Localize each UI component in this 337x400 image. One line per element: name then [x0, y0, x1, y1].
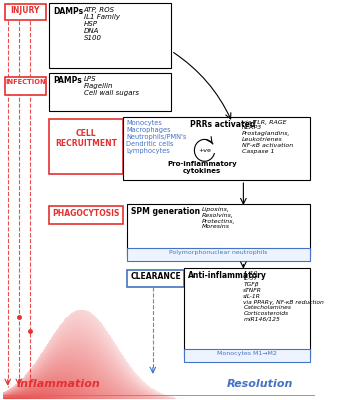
Bar [5, 4, 45, 20]
Text: DAMPs: DAMPs [53, 7, 83, 16]
Text: INJURY: INJURY [10, 6, 40, 15]
Bar [49, 118, 123, 174]
Text: ATP, ROS
IL1 Family
HSP
DNA
S100: ATP, ROS IL1 Family HSP DNA S100 [84, 7, 120, 41]
Text: Monocytes
Macrophages
Neutrophils/PMN's
Dendritic cells
Lymphocytes: Monocytes Macrophages Neutrophils/PMN's … [126, 120, 186, 154]
Text: Inflammation: Inflammation [17, 379, 100, 389]
Bar [49, 206, 123, 224]
Bar [127, 270, 184, 287]
Text: LPS
Flagellin
Cell wall sugars: LPS Flagellin Cell wall sugars [84, 76, 139, 96]
Bar [184, 349, 310, 362]
Text: CELL
RECRUITMENT: CELL RECRUITMENT [55, 128, 117, 148]
Bar [127, 248, 310, 260]
Text: Pro-inflammatory
cytokines: Pro-inflammatory cytokines [167, 161, 237, 174]
Text: IL-10
IL-37
TGFβ
sTNFR
sIL-1R
via PPARγ, NF-κB reduction
Catecholamines
Corticos: IL-10 IL-37 TGFβ sTNFR sIL-1R via PPARγ,… [243, 270, 324, 322]
Bar [49, 3, 171, 68]
Text: CLEARANCE: CLEARANCE [130, 272, 181, 282]
Bar [49, 73, 171, 111]
Text: Lipoxins,
Resolvins,
Protectins,
Moresins: Lipoxins, Resolvins, Protectins, Moresin… [202, 207, 235, 229]
Text: Monocytes M1→M2: Monocytes M1→M2 [217, 351, 277, 356]
Text: SPM generation: SPM generation [131, 207, 200, 216]
Text: +ve: +ve [198, 148, 211, 153]
Bar [127, 204, 310, 256]
Bar [5, 77, 45, 95]
Bar [184, 268, 310, 357]
Text: PAMPs: PAMPs [53, 76, 82, 85]
Text: INFECTION: INFECTION [5, 79, 45, 85]
Text: PRRs activated: PRRs activated [190, 120, 255, 128]
Text: Anti-inflammatory: Anti-inflammatory [188, 270, 267, 280]
Text: Polymorphonuclear neutrophils: Polymorphonuclear neutrophils [169, 250, 268, 255]
Bar [123, 116, 310, 180]
Text: PHAGOCYTOSIS: PHAGOCYTOSIS [53, 209, 120, 218]
Text: via TLR, RAGE
NLRP3
Prostaglandins,
Leukotrienes
NF-κB activation
Caspase 1: via TLR, RAGE NLRP3 Prostaglandins, Leuk… [242, 120, 293, 154]
Text: Resolution: Resolution [227, 379, 293, 389]
